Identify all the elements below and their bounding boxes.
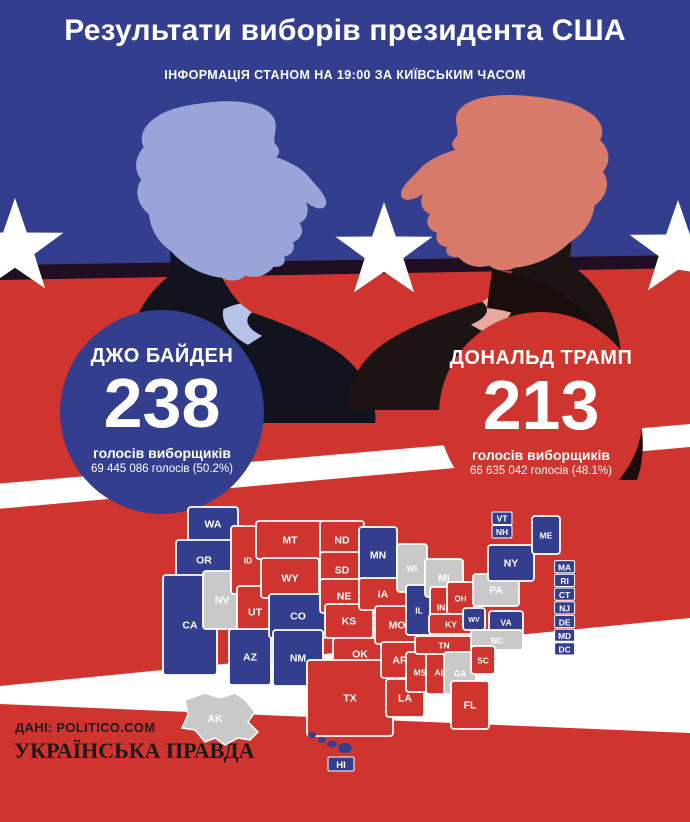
svg-text:WA: WA bbox=[205, 519, 222, 531]
svg-text:VT: VT bbox=[497, 513, 509, 523]
svg-text:ID: ID bbox=[244, 556, 253, 566]
svg-text:CT: CT bbox=[559, 590, 571, 600]
svg-text:VA: VA bbox=[500, 618, 511, 628]
svg-text:MS: MS bbox=[414, 668, 427, 678]
svg-text:DC: DC bbox=[558, 645, 570, 655]
svg-text:GA: GA bbox=[454, 669, 467, 679]
svg-text:PA: PA bbox=[489, 585, 503, 597]
svg-text:NE: NE bbox=[337, 591, 352, 603]
svg-text:NV: NV bbox=[215, 595, 230, 607]
svg-text:MD: MD bbox=[558, 631, 571, 641]
svg-text:TN: TN bbox=[438, 641, 449, 651]
svg-text:DE: DE bbox=[559, 617, 571, 627]
svg-text:RI: RI bbox=[560, 576, 569, 586]
svg-text:WY: WY bbox=[282, 573, 299, 585]
svg-text:HI: HI bbox=[336, 760, 346, 771]
svg-text:IA: IA bbox=[378, 589, 389, 601]
svg-text:WV: WV bbox=[468, 617, 480, 624]
svg-text:MO: MO bbox=[389, 620, 406, 632]
svg-text:NC: NC bbox=[491, 636, 503, 646]
svg-text:CA: CA bbox=[182, 620, 198, 632]
svg-text:MT: MT bbox=[282, 535, 298, 547]
svg-text:SC: SC bbox=[477, 656, 489, 666]
svg-text:SD: SD bbox=[335, 565, 350, 577]
svg-text:UT: UT bbox=[248, 607, 263, 619]
svg-text:NH: NH bbox=[496, 527, 508, 537]
svg-text:AK: AK bbox=[207, 713, 223, 725]
svg-text:WI: WI bbox=[407, 564, 417, 574]
svg-text:IL: IL bbox=[415, 606, 423, 616]
svg-text:TX: TX bbox=[343, 693, 356, 705]
svg-text:ND: ND bbox=[334, 535, 350, 547]
svg-text:KS: KS bbox=[342, 616, 357, 628]
svg-text:OR: OR bbox=[196, 555, 212, 567]
svg-text:AZ: AZ bbox=[243, 652, 258, 664]
svg-text:NY: NY bbox=[504, 558, 519, 570]
svg-text:NJ: NJ bbox=[559, 604, 570, 614]
svg-text:ME: ME bbox=[540, 531, 553, 541]
svg-text:IN: IN bbox=[437, 603, 446, 613]
svg-text:NM: NM bbox=[290, 653, 307, 665]
svg-text:OH: OH bbox=[455, 595, 467, 604]
svg-text:MA: MA bbox=[558, 563, 571, 573]
svg-text:MN: MN bbox=[370, 550, 386, 562]
svg-text:LA: LA bbox=[398, 693, 412, 705]
svg-text:FL: FL bbox=[464, 700, 477, 712]
svg-text:OK: OK bbox=[352, 649, 368, 661]
svg-text:CO: CO bbox=[290, 611, 306, 623]
svg-text:KY: KY bbox=[445, 620, 457, 630]
